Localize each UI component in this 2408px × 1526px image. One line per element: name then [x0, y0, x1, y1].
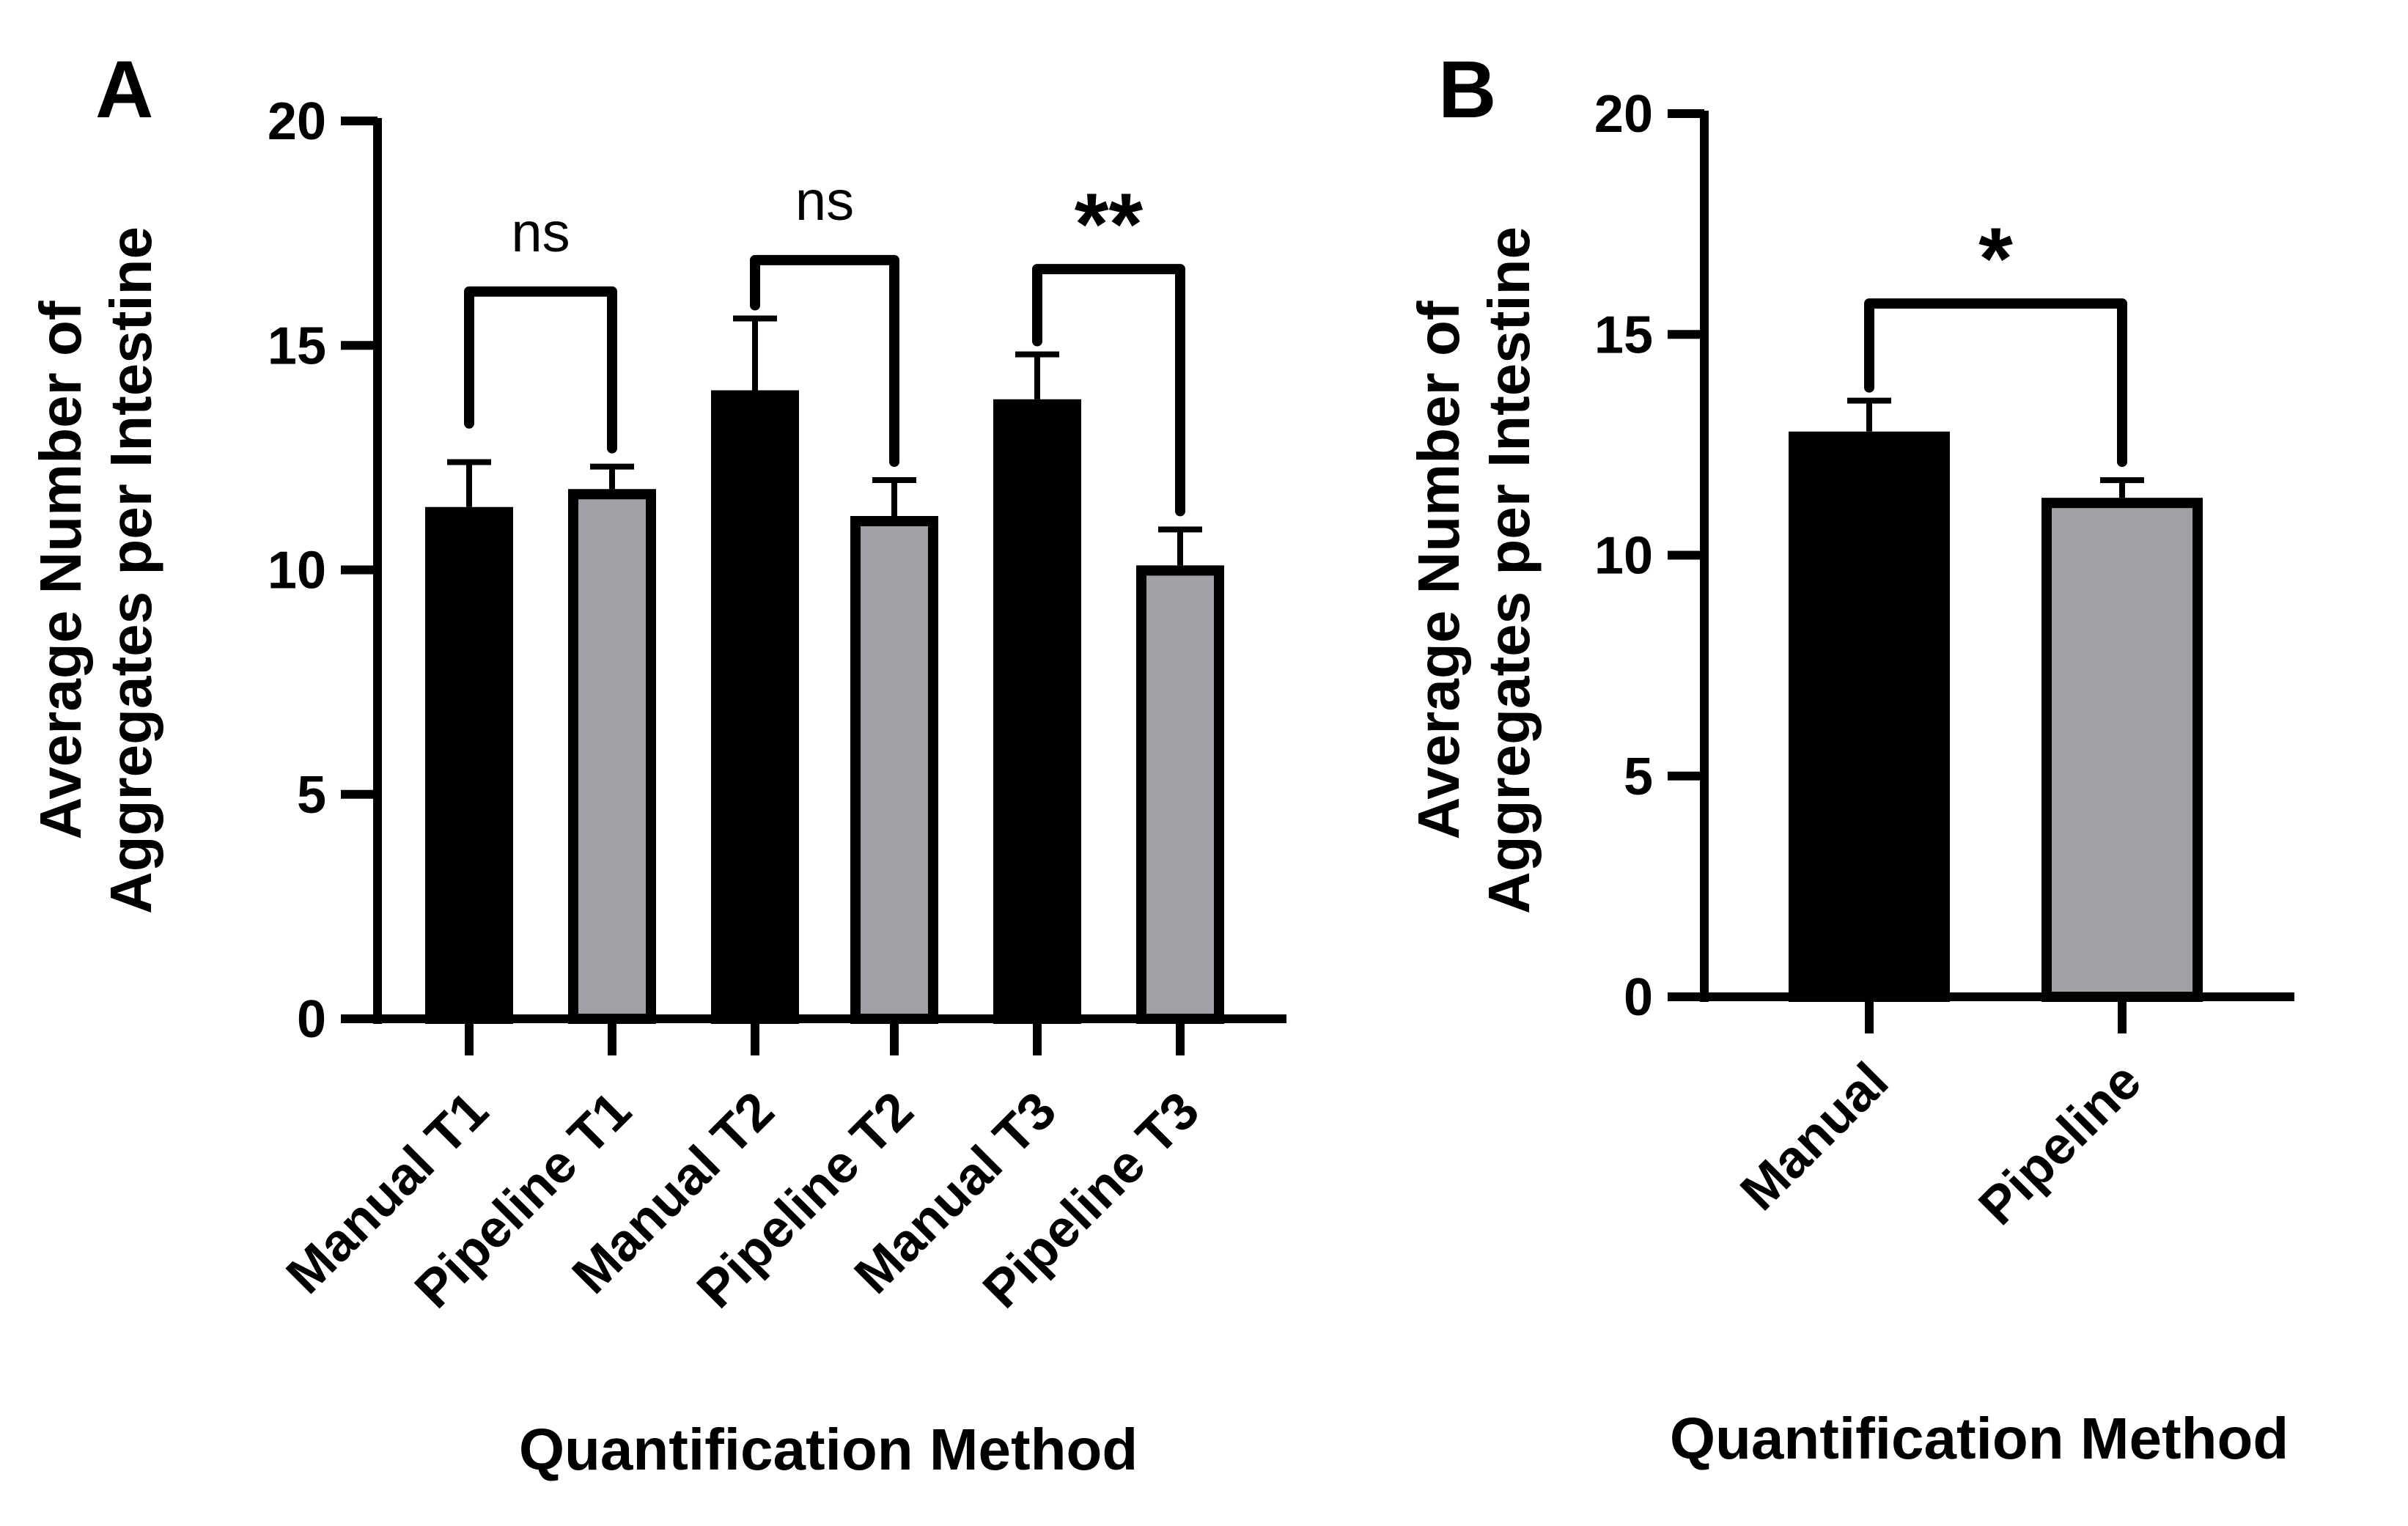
- panel-a-significance-label: **: [1075, 175, 1144, 273]
- panel-a-letter: A: [95, 45, 153, 135]
- panel-b-ylabel-line2: Aggregates per Intestine: [1476, 226, 1542, 914]
- panel-a-bar-6: [1136, 565, 1224, 1024]
- panel-a-bar-2: [568, 489, 656, 1024]
- panel-a-xlabel: Quantification Method: [519, 1417, 1138, 1482]
- panel-a-bar-3: [711, 390, 799, 1024]
- panel-a-ytick-label: 15: [268, 317, 326, 375]
- panel-a-significance-label: ns: [795, 170, 854, 232]
- panel-b-ytick-label: 20: [1594, 85, 1653, 144]
- panel-a-ylabel-line1: Average Number of: [28, 301, 93, 839]
- panel-a: A Average Number of Aggregates per Intes…: [28, 45, 1286, 1482]
- panel-b-ylabel: Average Number of Aggregates per Intesti…: [1406, 226, 1542, 914]
- panel-b-bar-2: [2041, 498, 2203, 1002]
- panel-a-bar-4: [850, 516, 938, 1024]
- panel-a-significance-bracket: [1032, 264, 1185, 517]
- panel-b-ytick-label: 5: [1624, 748, 1653, 806]
- panel-a-ytick-label: 20: [268, 92, 326, 151]
- panel-b-ytick-label: 10: [1594, 527, 1653, 586]
- panel-b-plot: 0 5 10 15 20 Manual Pipeline *: [1594, 85, 2294, 1236]
- panel-b: B Average Number of Aggregates per Intes…: [1406, 45, 2294, 1471]
- panel-a-ytick-label: 10: [268, 542, 326, 600]
- panel-b-ytick-label: 0: [1624, 968, 1653, 1027]
- panel-a-bar-5: [993, 399, 1081, 1024]
- panel-a-ylabel: Average Number of Aggregates per Intesti…: [28, 226, 163, 914]
- panel-b-bar-1: [1789, 431, 1950, 1002]
- panel-b-ytick-label: 15: [1594, 306, 1653, 364]
- panel-b-category-label: Manual: [1729, 1052, 1899, 1222]
- panel-a-bar-1: [425, 506, 513, 1024]
- panel-b-ylabel-line1: Average Number of: [1406, 301, 1471, 839]
- panel-a-significance-bracket: [464, 286, 617, 454]
- panel-b-significance-label: *: [1978, 210, 2013, 308]
- panel-a-significance-bracket: [750, 254, 899, 467]
- panel-a-ylabel-line2: Aggregates per Intestine: [98, 226, 163, 914]
- panel-b-letter: B: [1438, 45, 1496, 135]
- panel-a-ytick-label: 0: [297, 990, 326, 1049]
- panel-b-category-label: Pipeline: [1968, 1052, 2153, 1236]
- panel-b-significance-bracket: [1864, 298, 2127, 468]
- panel-b-xlabel: Quantification Method: [1670, 1406, 2289, 1471]
- panel-a-ytick-label: 5: [297, 766, 326, 825]
- panel-a-significance-label: ns: [511, 202, 570, 264]
